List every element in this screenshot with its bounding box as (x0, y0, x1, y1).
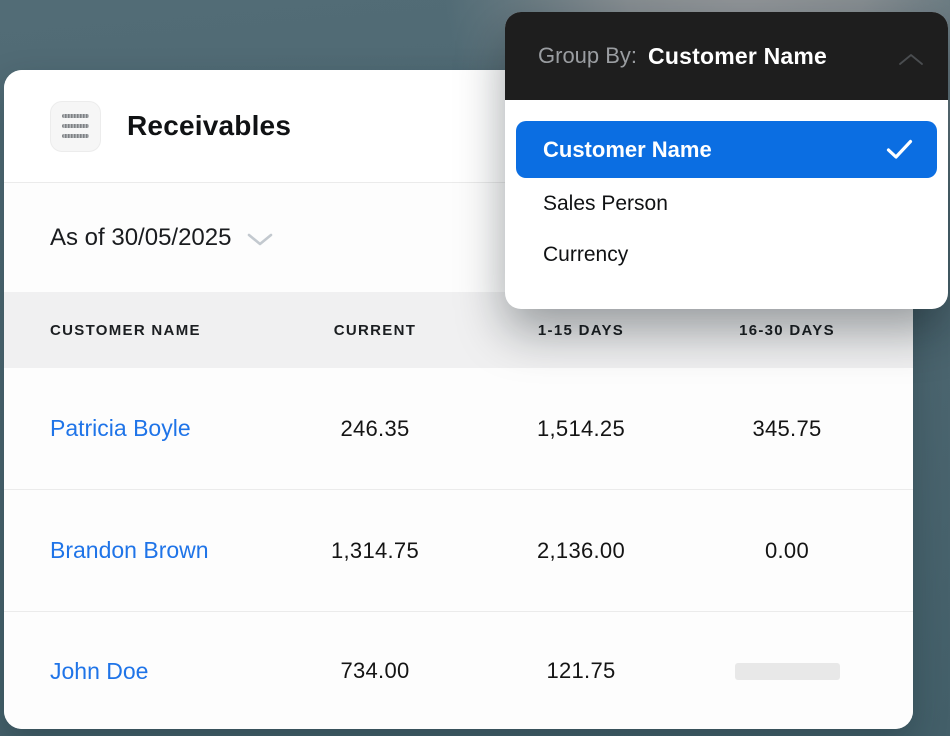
option-sales-person[interactable]: Sales Person (505, 178, 948, 229)
table-row: Patricia Boyle 246.35 1,514.25 345.75 (4, 368, 913, 490)
group-by-dropdown: Group By: Customer Name Customer Name Sa… (505, 12, 948, 309)
customer-link[interactable]: Patricia Boyle (50, 415, 191, 441)
column-header-1-15-days: 1-15 DAYS (537, 321, 625, 339)
days-1-15-value: 2,136.00 (536, 537, 626, 563)
chevron-down-icon[interactable] (246, 232, 274, 247)
group-by-options: Customer Name Sales Person Currency (505, 100, 948, 280)
option-label: Customer Name (543, 136, 712, 162)
hamburger-icon (62, 124, 89, 128)
hamburger-icon (62, 134, 89, 138)
column-header-customer-name: CUSTOMER NAME (50, 321, 201, 339)
group-by-toggle[interactable]: Group By: Customer Name (505, 12, 948, 100)
days-1-15-value: 121.75 (546, 658, 616, 683)
table-row: John Doe 734.00 121.75 (4, 612, 913, 729)
column-header-16-30-days: 16-30 DAYS (739, 321, 835, 339)
loading-placeholder-bar (734, 662, 840, 680)
chevron-up-icon (899, 53, 923, 65)
customer-link[interactable]: John Doe (50, 657, 149, 684)
days-16-30-value: 345.75 (752, 415, 822, 441)
days-16-30-value: 0.00 (764, 537, 810, 563)
page-title: Receivables (127, 110, 292, 141)
group-by-label: Group By: (538, 43, 638, 68)
group-by-selected-value: Customer Name (648, 42, 828, 69)
column-header-current: CURRENT (333, 321, 417, 339)
current-value: 1,314.75 (330, 537, 420, 563)
option-currency[interactable]: Currency (505, 229, 948, 280)
table-row: Brandon Brown 1,314.75 2,136.00 0.00 (4, 490, 913, 612)
current-value: 246.35 (340, 415, 410, 441)
option-customer-name[interactable]: Customer Name (516, 121, 937, 178)
current-value: 734.00 (340, 658, 410, 683)
check-icon (886, 139, 913, 159)
hamburger-icon (62, 114, 89, 118)
customer-link[interactable]: Brandon Brown (50, 537, 209, 563)
menu-button[interactable] (50, 100, 101, 152)
days-1-15-value: 1,514.25 (536, 415, 626, 441)
date-filter[interactable]: As of 30/05/2025 (50, 223, 232, 251)
option-label: Sales Person (543, 191, 668, 215)
days-16-30-cell (684, 662, 890, 680)
option-label: Currency (543, 242, 629, 266)
